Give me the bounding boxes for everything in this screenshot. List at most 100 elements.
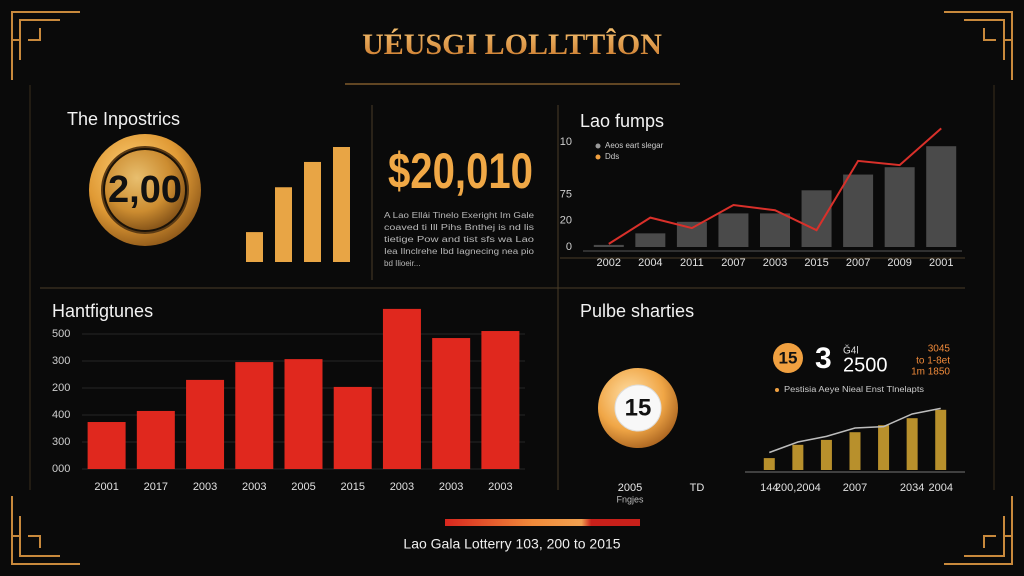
bar	[635, 233, 666, 247]
paragraph-line: A Lao Ellái Tinelo Exeright Im Gale	[384, 211, 535, 220]
x-tick-label: 2003	[763, 257, 787, 269]
x-tick-label: 2017	[144, 481, 168, 493]
stat-right: 3045	[928, 344, 951, 355]
x-tick-label: 2007	[846, 257, 870, 269]
bar	[481, 331, 520, 469]
bar	[593, 244, 624, 247]
legend-label: Dds	[605, 152, 619, 161]
x-tick-label: 2015	[804, 257, 828, 269]
ball-face	[614, 384, 662, 432]
ball-number: 15	[625, 394, 652, 421]
y-tick-label: 200	[52, 382, 70, 394]
x-tick-label: 2011	[680, 257, 704, 269]
bar	[884, 167, 915, 247]
y-tick-label: 500	[52, 328, 70, 340]
x-tick-label: 2009	[887, 257, 911, 269]
stat-amount: 2500	[843, 354, 888, 376]
y-tick-label: 300	[52, 355, 70, 367]
stat-big: 3	[815, 342, 832, 375]
y-tick-label: 20	[560, 215, 572, 227]
ball-caption: 2005	[618, 482, 642, 494]
bar	[246, 232, 263, 262]
bar	[382, 308, 421, 469]
stat-right: to 1-8et	[916, 356, 950, 367]
bar	[284, 359, 323, 469]
y-tick-label: 0	[566, 241, 572, 253]
bar	[843, 174, 874, 247]
bar	[136, 410, 175, 469]
x-tick-label: 2007	[721, 257, 745, 269]
corner-ornaments	[11, 11, 1013, 565]
bar	[235, 362, 274, 469]
y-tick-label: 300	[52, 436, 70, 448]
x-tick-label: 2001	[94, 481, 118, 493]
legend-label: Aeos eart slegar	[605, 141, 664, 150]
stat-legend-dot	[775, 388, 779, 392]
stat-right: 1m 1850	[911, 367, 950, 378]
panel-title: Lao fumps	[580, 111, 664, 131]
ball-side: TD	[690, 482, 705, 494]
panel-title: Hantfigtunes	[52, 301, 153, 321]
bar	[801, 190, 832, 247]
bar	[333, 147, 350, 262]
x-tick-label: 2015	[340, 481, 364, 493]
dividers	[40, 105, 965, 490]
y-tick-label: 75	[560, 188, 572, 200]
y-tick-label: 400	[52, 409, 70, 421]
y-tick-label: 10	[560, 136, 572, 148]
badge-text: 2,00	[108, 169, 182, 211]
bar	[186, 379, 225, 469]
bar	[304, 161, 321, 262]
x-tick-label: 2005	[291, 481, 315, 493]
bar	[760, 213, 790, 247]
bar	[820, 439, 832, 470]
x-tick-label: 2007	[843, 482, 867, 494]
bar	[333, 386, 372, 469]
x-tick-label: 2003	[390, 481, 414, 493]
stat-legend: Pestisia Aeye Nieal Enst Tlnelapts	[784, 385, 924, 394]
x-tick-label: 2002	[597, 257, 621, 269]
x-tick-label: 2001	[929, 257, 953, 269]
x-tick-label: 2003	[488, 481, 512, 493]
badge-face	[105, 150, 185, 230]
bar	[935, 409, 947, 470]
line	[769, 407, 941, 454]
bar	[718, 213, 749, 247]
paragraph-line: bd Ilioeir...	[384, 259, 420, 268]
amount: $20,010	[388, 143, 533, 199]
x-tick-label: 200,2004	[775, 482, 821, 494]
x-tick-label: 2034	[900, 482, 924, 494]
bar	[87, 422, 126, 469]
paragraph-line: Iea Ilnclrehe Ibd Iagnecing nea pio	[384, 247, 535, 256]
bar	[792, 444, 804, 470]
x-tick-label: 2003	[242, 481, 266, 493]
stat-circle-text: 15	[779, 348, 798, 367]
paragraph-line: tietige Pow and tist sfs wa Lao	[384, 235, 535, 244]
legend-swatch	[595, 143, 601, 149]
panel-title: The Inpostrics	[67, 109, 180, 129]
bar	[432, 338, 471, 469]
stat-small: Ğ4l	[843, 344, 859, 357]
legend-swatch	[595, 154, 601, 160]
bar	[926, 146, 957, 247]
ball-caption: Fngjes	[616, 494, 644, 504]
x-tick-label: 2003	[439, 481, 463, 493]
paragraph-line: coaved ti Ill Pihs Bnthej is nd lis	[384, 223, 534, 232]
x-tick-label: 2003	[193, 481, 217, 493]
x-tick-label: 2004	[928, 482, 952, 494]
bar	[275, 187, 292, 262]
bar	[849, 432, 861, 470]
bar	[878, 425, 890, 470]
y-tick-label: 000	[52, 463, 70, 475]
stat-circle	[773, 343, 803, 373]
footer-text: Lao Gala Lotterry 103, 200 to 2015	[403, 536, 620, 552]
panel-title: Pulbe sharties	[580, 301, 694, 321]
bar	[906, 418, 918, 470]
paragraph: A Lao Ellái Tinelo Exeright Im Gale coav…	[384, 211, 535, 268]
line	[608, 127, 942, 245]
x-tick-label: 2004	[638, 257, 662, 269]
bar	[763, 458, 775, 470]
x-tick-label: 144	[760, 482, 778, 494]
footer-bar	[445, 519, 640, 526]
